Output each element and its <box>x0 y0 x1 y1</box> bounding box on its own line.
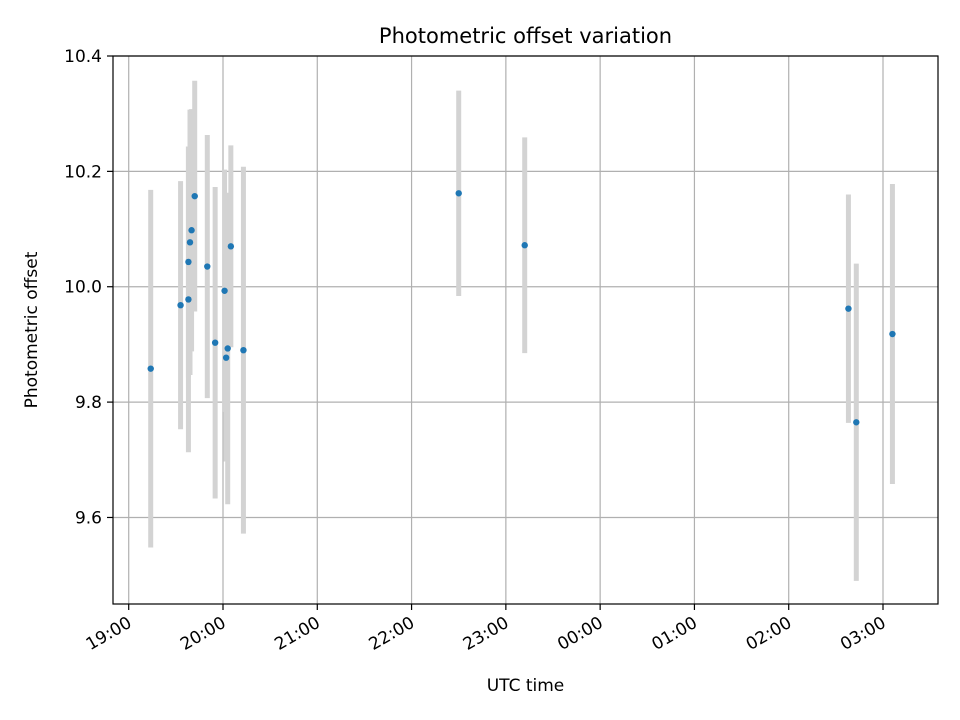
data-point <box>222 354 230 361</box>
data-point <box>455 190 462 197</box>
x-axis-label: UTC time <box>487 676 565 696</box>
data-points <box>147 190 896 426</box>
data-point <box>185 258 192 266</box>
plot-frame <box>112 55 939 605</box>
data-point <box>224 345 231 352</box>
data-point <box>186 239 194 246</box>
data-point <box>204 263 211 270</box>
y-axis-label: Photometric offset <box>22 251 42 408</box>
data-point <box>191 192 198 200</box>
data-point <box>147 365 154 372</box>
data-point <box>845 305 852 312</box>
data-point <box>853 419 860 426</box>
data-point <box>521 242 528 249</box>
y-tick-label: 10.2 <box>64 162 102 182</box>
data-point <box>889 330 896 338</box>
data-point <box>188 227 195 234</box>
y-tick-label: 9.8 <box>75 393 102 413</box>
data-point <box>211 339 219 346</box>
data-point <box>240 346 247 354</box>
y-tick-label: 9.6 <box>75 508 102 528</box>
data-point <box>227 243 235 250</box>
data-point <box>177 301 184 309</box>
y-axis-ticks: 9.6 9.8 10.0 10.2 10.4 <box>64 47 113 528</box>
chart-title: Photometric offset variation <box>379 24 672 48</box>
data-point <box>185 296 192 303</box>
y-tick-label: 10.4 <box>64 47 102 67</box>
data-point <box>221 287 228 294</box>
y-tick-label: 10.0 <box>64 278 102 298</box>
